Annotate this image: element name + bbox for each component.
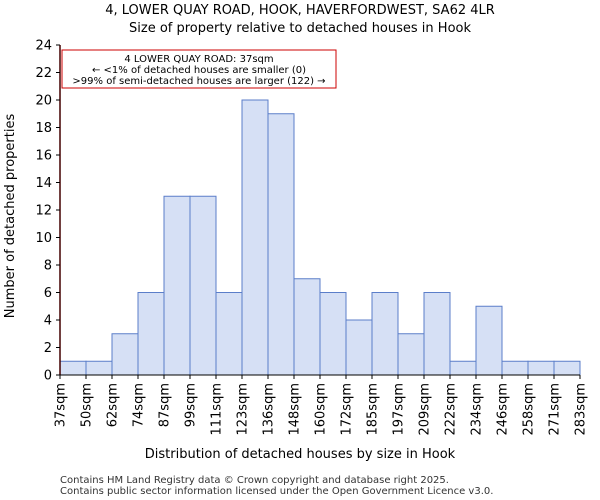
footer-line-1: Contains HM Land Registry data © Crown c… — [60, 475, 449, 486]
bar-37sqm — [59, 360, 87, 376]
x-axis-label: Distribution of detached houses by size … — [145, 447, 456, 462]
y-axis-label: Number of detached properties — [3, 114, 18, 319]
x-tick-label: 283sqm — [574, 383, 589, 436]
x-tick-label: 222sqm — [444, 383, 459, 436]
annotation-border — [61, 49, 337, 89]
annotation-box: 4 LOWER QUAY ROAD: 37sqm ← <1% of detach… — [61, 49, 337, 89]
y-tick-label: 18 — [35, 121, 52, 136]
x-tick-label: 172sqm — [340, 383, 355, 436]
bar-234sqm — [475, 305, 503, 376]
x-tick-label: 123sqm — [236, 383, 251, 436]
x-axis: 37sqm 50sqm 62sqm 74sqm 87sqm 99sqm 111sqm 123s… — [54, 374, 589, 436]
annotation-line-2: ← <1% of detached houses are smaller (0) — [92, 65, 306, 76]
x-tick-label: 234sqm — [470, 383, 485, 436]
bar-136sqm — [267, 113, 295, 376]
bars-group — [59, 99, 581, 376]
footer-line-2: Contains public sector information licen… — [60, 486, 493, 497]
x-tick-label: 37sqm — [54, 383, 69, 427]
chart-subtitle: Size of property relative to detached ho… — [129, 21, 471, 36]
bar-74sqm — [137, 292, 165, 376]
y-tick-label: 0 — [44, 369, 52, 384]
x-tick-label: 185sqm — [366, 383, 381, 436]
bar-172sqm — [345, 319, 373, 376]
bar-222sqm — [449, 360, 477, 376]
x-tick-label: 160sqm — [314, 383, 329, 436]
bar-111sqm — [215, 292, 243, 376]
x-tick-label: 148sqm — [288, 383, 303, 436]
bar-197sqm — [397, 333, 425, 376]
x-tick-label: 111sqm — [210, 383, 225, 436]
y-tick-label: 4 — [44, 314, 52, 329]
bar-123sqm — [241, 99, 269, 376]
y-tick-label: 2 — [44, 341, 52, 356]
bar-185sqm — [371, 292, 399, 376]
bar-87sqm — [163, 195, 191, 376]
bar-209sqm — [423, 292, 451, 376]
y-tick-label: 24 — [35, 39, 52, 54]
y-tick-label: 14 — [35, 176, 52, 191]
x-tick-label: 209sqm — [418, 383, 433, 436]
x-tick-label: 74sqm — [132, 383, 147, 427]
x-tick-label: 87sqm — [158, 383, 173, 427]
x-tick-label: 271sqm — [548, 383, 563, 436]
x-tick-label: 136sqm — [262, 383, 277, 436]
bar-160sqm — [319, 292, 347, 376]
x-tick-label: 99sqm — [184, 383, 199, 427]
x-tick-label: 50sqm — [80, 383, 95, 427]
y-tick-label: 8 — [44, 259, 52, 274]
y-tick-label: 12 — [35, 204, 52, 219]
x-tick-label: 62sqm — [106, 383, 121, 427]
bar-258sqm — [527, 360, 555, 376]
y-tick-label: 10 — [35, 231, 52, 246]
annotation-line-3: >99% of semi-detached houses are larger … — [72, 76, 325, 87]
x-tick-label: 258sqm — [522, 383, 537, 436]
y-tick-label: 22 — [35, 66, 52, 81]
x-tick-label: 246sqm — [496, 383, 511, 436]
y-tick-label: 16 — [35, 149, 52, 164]
annotation-line-1: 4 LOWER QUAY ROAD: 37sqm — [124, 54, 273, 65]
bar-50sqm — [85, 360, 113, 376]
bar-246sqm — [501, 360, 529, 376]
x-tick-label: 197sqm — [392, 383, 407, 436]
chart-title: 4, LOWER QUAY ROAD, HOOK, HAVERFORDWEST,… — [105, 3, 495, 18]
bar-62sqm — [111, 333, 139, 376]
bar-271sqm — [553, 360, 581, 376]
bar-148sqm — [293, 278, 321, 376]
bar-99sqm — [189, 195, 217, 376]
y-tick-label: 20 — [35, 94, 52, 109]
y-tick-label: 6 — [44, 286, 52, 301]
